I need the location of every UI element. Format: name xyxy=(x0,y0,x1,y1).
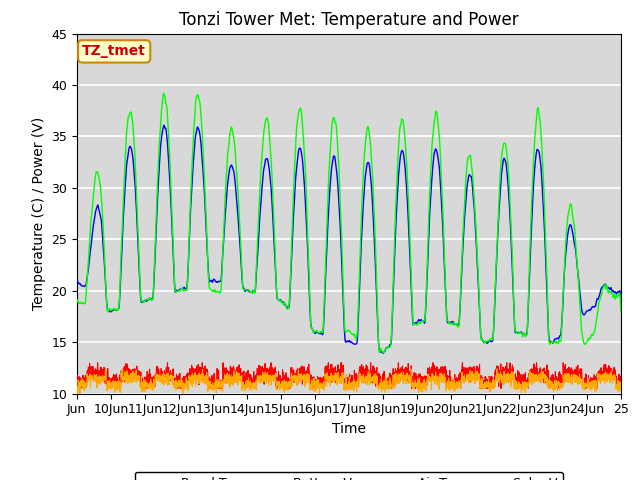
X-axis label: Time: Time xyxy=(332,422,366,436)
Legend: Panel T, Battery V, Air T, Solar V: Panel T, Battery V, Air T, Solar V xyxy=(135,472,563,480)
Title: Tonzi Tower Met: Temperature and Power: Tonzi Tower Met: Temperature and Power xyxy=(179,11,518,29)
Text: TZ_tmet: TZ_tmet xyxy=(82,44,146,59)
Y-axis label: Temperature (C) / Power (V): Temperature (C) / Power (V) xyxy=(31,117,45,310)
